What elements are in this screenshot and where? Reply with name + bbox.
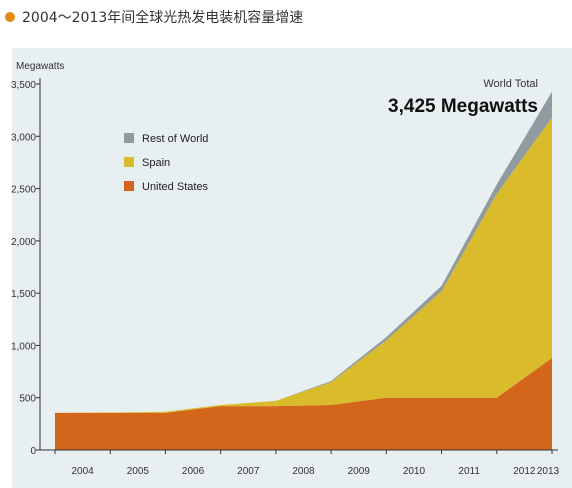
y-tick-label: 500 <box>19 394 36 405</box>
axes: 0 500 1,000 1,500 2,000 2,500 3,000 3,500 2004 20… <box>11 78 560 477</box>
x-tick-label: 2013 <box>537 466 560 477</box>
x-tick-label: 2009 <box>348 466 371 477</box>
y-tick-label: 1,000 <box>11 341 36 352</box>
chart-title: 2004～2013年间全球光热发电装机容量增速 <box>22 9 303 26</box>
legend-label-rest-of-world: Rest of World <box>142 133 208 145</box>
x-tick-label: 2004 <box>71 466 94 477</box>
area-spain <box>55 117 552 413</box>
y-tick-label: 0 <box>30 446 36 457</box>
x-tick-label: 2010 <box>403 466 426 477</box>
y-tick-label: 1,500 <box>11 289 36 300</box>
legend: Rest of World Spain United States <box>124 133 209 193</box>
y-tick-label: 2,000 <box>11 237 36 248</box>
y-tick-label: 3,500 <box>11 80 36 91</box>
legend-swatch-rest-of-world <box>124 133 134 143</box>
legend-label-spain: Spain <box>142 157 170 169</box>
legend-swatch-spain <box>124 157 134 167</box>
x-tick-label: 2008 <box>292 466 315 477</box>
series-areas <box>55 91 552 450</box>
y-axis-label: Megawatts <box>16 61 64 72</box>
area-united-states <box>55 358 552 450</box>
legend-label-united-states: United States <box>142 181 209 193</box>
y-tick-label: 3,000 <box>11 132 36 143</box>
x-tick-label: 2006 <box>182 466 205 477</box>
world-total-annotation: World Total 3,425 Megawatts <box>388 78 538 117</box>
legend-swatch-united-states <box>124 181 134 191</box>
y-tick-label: 2,500 <box>11 185 36 196</box>
x-tick-label: 2012 <box>513 466 536 477</box>
x-tick-label: 2005 <box>127 466 150 477</box>
x-tick-label: 2011 <box>458 466 480 477</box>
world-total-value: 3,425 Megawatts <box>388 96 538 117</box>
world-total-label: World Total <box>483 78 538 90</box>
x-tick-label: 2007 <box>237 466 260 477</box>
title-bullet-icon <box>5 12 15 22</box>
chart-header: 2004～2013年间全球光热发电装机容量增速 <box>5 9 303 26</box>
